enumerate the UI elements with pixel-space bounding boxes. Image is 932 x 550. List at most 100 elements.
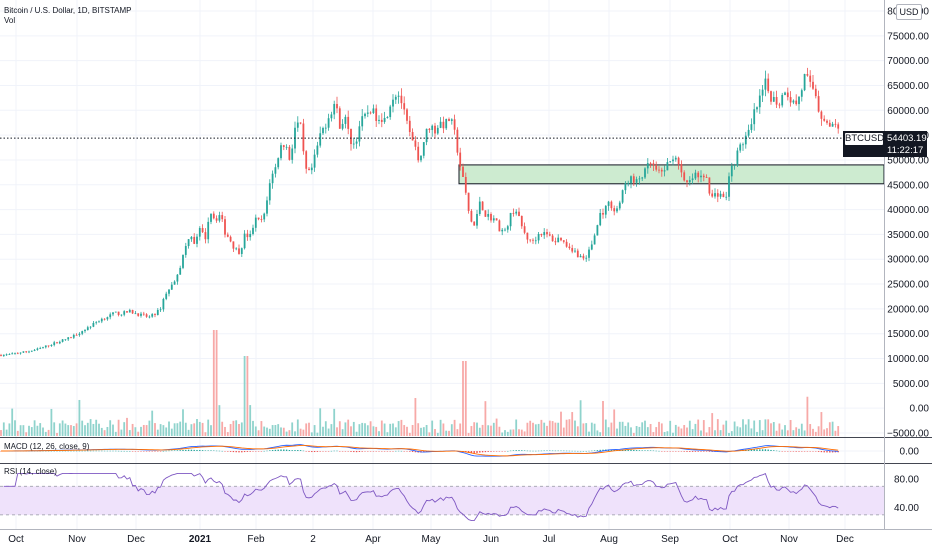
- candle-body: [392, 99, 394, 107]
- macd-histogram-bar: [764, 449, 767, 451]
- candle-body: [308, 168, 310, 171]
- macd-histogram-bar: [577, 450, 579, 452]
- macd-histogram-bar: [87, 450, 89, 452]
- volume-bar: [81, 420, 84, 436]
- candle-body: [495, 218, 498, 221]
- macd-histogram-bar: [168, 450, 170, 452]
- volume-bar: [187, 429, 190, 436]
- time-tick-label: Dec: [836, 534, 854, 545]
- time-tick-label: Nov: [68, 534, 86, 545]
- candle-body: [764, 78, 767, 90]
- macd-histogram-bar: [781, 451, 783, 452]
- volume-bar: [674, 424, 677, 436]
- macd-histogram-bar: [663, 451, 666, 452]
- candle-body: [86, 327, 89, 330]
- macd-histogram-bar: [588, 450, 590, 452]
- candle-body: [422, 142, 425, 156]
- macd-histogram-bar: [610, 449, 613, 451]
- volume-bar: [817, 426, 820, 436]
- macd-histogram-bar: [176, 450, 179, 451]
- candle-body: [280, 145, 282, 159]
- macd-histogram-bar: [613, 449, 615, 451]
- macd-pane: [0, 444, 884, 457]
- macd-histogram-bar: [227, 451, 229, 452]
- macd-histogram-bar: [389, 451, 391, 452]
- volume-bar: [574, 420, 576, 436]
- candle-body: [677, 157, 680, 165]
- volume-bar: [260, 421, 263, 436]
- candle-body: [736, 150, 739, 166]
- candle-body: [683, 172, 686, 181]
- macd-histogram-bar: [627, 449, 629, 451]
- macd-histogram-bar: [266, 450, 268, 452]
- volume-bar: [711, 413, 714, 436]
- candle-body: [229, 236, 232, 242]
- candle-body: [375, 108, 378, 121]
- volume-bar: [730, 431, 733, 436]
- macd-histogram-bar: [120, 450, 123, 452]
- volume-bar: [358, 424, 361, 436]
- candle-body: [537, 234, 540, 241]
- macd-histogram-bar: [361, 451, 363, 452]
- volume-bar: [814, 431, 817, 436]
- candle-body: [221, 215, 224, 220]
- volume-bar: [579, 400, 582, 436]
- candle-body: [498, 220, 501, 232]
- volume-bar: [602, 400, 604, 436]
- candle-body: [193, 236, 196, 244]
- volume-bar: [680, 428, 683, 436]
- candle-body: [2, 354, 5, 356]
- volume-bar: [700, 430, 702, 436]
- candle-body: [414, 140, 417, 147]
- volume-bar: [84, 425, 86, 436]
- candle-body: [532, 239, 534, 241]
- volume-bar: [436, 432, 439, 436]
- macd-histogram-bar: [375, 451, 377, 452]
- volume-bar: [772, 422, 775, 436]
- volume-bar: [604, 419, 607, 436]
- macd-histogram-bar: [756, 449, 758, 451]
- macd-histogram-bar: [299, 450, 302, 451]
- macd-histogram-bar: [535, 450, 537, 452]
- macd-histogram-bar: [411, 451, 414, 453]
- currency-button[interactable]: USD: [896, 4, 922, 20]
- candle-body: [366, 112, 369, 114]
- candle-body: [67, 337, 70, 340]
- macd-histogram-bar: [515, 450, 517, 451]
- volume-bar: [336, 427, 338, 436]
- candle-body: [658, 169, 660, 171]
- volume-bar: [375, 426, 378, 436]
- macd-histogram-bar: [602, 449, 604, 451]
- macd-histogram-bar: [795, 451, 797, 452]
- volume-bar: [229, 424, 232, 436]
- candle-body: [350, 128, 352, 145]
- macd-histogram-bar: [694, 451, 697, 452]
- candle-body: [235, 248, 238, 250]
- volume-bar: [302, 429, 305, 436]
- macd-histogram-bar: [481, 451, 484, 453]
- candle-body: [767, 78, 770, 92]
- macd-histogram-bar: [73, 450, 75, 452]
- macd-histogram-bar: [495, 451, 498, 452]
- macd-histogram-bar: [224, 451, 226, 452]
- candle-body: [660, 169, 663, 172]
- time-tick-label: Sep: [661, 534, 679, 545]
- volume-bars: [0, 330, 840, 436]
- candle-body: [109, 314, 112, 318]
- macd-histogram-bar: [341, 451, 344, 452]
- candle-body: [274, 167, 277, 174]
- volume-bar: [78, 399, 81, 436]
- volume-bar: [543, 422, 546, 436]
- macd-histogram-bar: [655, 450, 657, 452]
- volume-bar: [313, 425, 316, 436]
- macd-histogram-bar: [593, 450, 596, 451]
- volume-bar: [434, 429, 436, 436]
- volume-bar: [747, 419, 750, 436]
- volume-bar: [823, 429, 826, 436]
- volume-bar: [616, 428, 618, 436]
- volume-bar: [736, 426, 739, 436]
- volume-bar: [131, 423, 134, 436]
- candle-body: [618, 202, 621, 209]
- macd-histogram-bar: [101, 450, 103, 452]
